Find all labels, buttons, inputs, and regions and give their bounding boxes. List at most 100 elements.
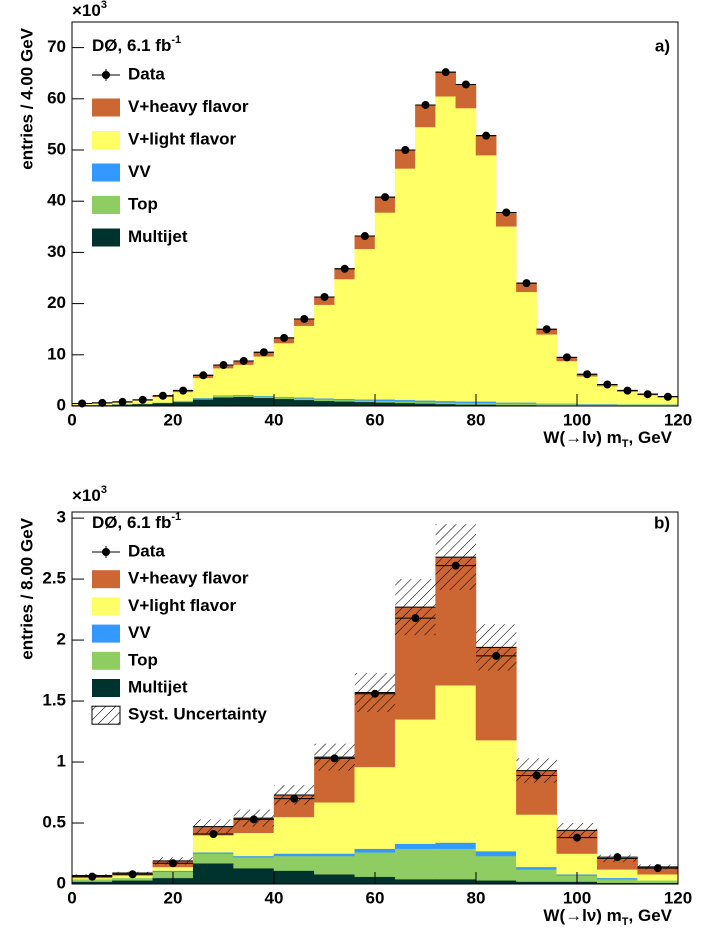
stack-bar [354, 848, 396, 853]
stack-bar [213, 397, 234, 407]
stack-bar [233, 364, 255, 395]
legend-swatch [92, 651, 120, 670]
legend-label: VV [128, 162, 151, 181]
data-point [663, 392, 672, 401]
x-tick-label: 40 [265, 888, 284, 907]
data-point [492, 651, 501, 660]
stack-bar [192, 399, 214, 407]
y-tick-label: 2.5 [42, 569, 66, 588]
stack-bar [637, 880, 679, 884]
legend-data-marker [102, 548, 110, 556]
stack-bar [394, 719, 436, 845]
stack-bar [435, 684, 477, 843]
data-point [249, 815, 258, 824]
data-point [441, 68, 450, 77]
data-point [643, 390, 652, 399]
syst-band [193, 819, 234, 834]
x-axis-label-end: , GeV [629, 428, 673, 447]
stack-bar [374, 212, 396, 400]
data-point [179, 386, 188, 395]
stack-bar [213, 367, 234, 396]
data-point [118, 397, 127, 406]
stack-bar [112, 880, 154, 885]
y-multiplier: ×103 [72, 484, 107, 506]
data-point [138, 395, 147, 404]
x-axis-label-main: W(→lν) m [543, 428, 621, 447]
data-point [128, 870, 137, 879]
stack-bar [495, 226, 517, 403]
data-point [653, 864, 662, 873]
y-tick-label: 10 [47, 344, 66, 363]
stack-bar [354, 766, 396, 849]
data-point [330, 754, 339, 763]
data-point [290, 794, 299, 803]
legend-swatch [92, 228, 120, 247]
stack-bar [435, 842, 477, 849]
y-tick-label: 50 [47, 139, 66, 158]
x-axis-label: W(→lν) mT, GeV [543, 906, 672, 927]
syst-band [395, 579, 436, 636]
y-axis-label: entries / 8.00 GeV [17, 517, 36, 659]
stack-bar [314, 873, 356, 885]
x-tick-label: 80 [467, 888, 486, 907]
y-tick-label: 20 [47, 293, 66, 312]
data-point [542, 325, 551, 334]
data-point [623, 386, 632, 395]
panel-label: a) [655, 36, 670, 55]
stack-bar [233, 832, 275, 857]
annotation-sup: -1 [171, 511, 181, 523]
stack-bar [314, 304, 335, 399]
x-tick-label: 0 [67, 410, 76, 429]
legend-label: Top [128, 650, 158, 669]
stack-bar [253, 397, 275, 407]
data-point [532, 771, 541, 780]
y-tick-label: 2 [57, 630, 66, 649]
legend-label: V+heavy flavor [128, 97, 249, 116]
x-tick-label: 0 [67, 888, 76, 907]
stack-bar [435, 848, 477, 880]
syst-band [435, 524, 476, 591]
legend-label: V+heavy flavor [128, 569, 249, 588]
data-point [381, 193, 390, 202]
x-axis-label-main: W(→lν) m [543, 906, 621, 925]
legend-label: Syst. Uncertainty [128, 705, 267, 724]
stack-bar [556, 853, 598, 875]
stack-bar [233, 396, 255, 407]
annotation-main: DØ, 6.1 fb [92, 513, 171, 532]
y-multiplier-exp: 3 [101, 484, 107, 496]
legend-swatch [91, 705, 121, 725]
legend-label: Multijet [128, 227, 188, 246]
x-axis-label: W(→lν) mT, GeV [543, 428, 672, 449]
data-point [451, 561, 460, 570]
stack-bar [394, 848, 436, 880]
y-multiplier-base: ×10 [72, 486, 101, 505]
y-multiplier: ×103 [72, 0, 107, 20]
data-point [199, 371, 208, 380]
stack-bar [374, 402, 396, 407]
stack-bar [192, 377, 214, 399]
y-tick-label: 3 [57, 508, 66, 527]
stack-bar [273, 853, 315, 857]
syst-band [556, 823, 598, 838]
legend-label: Top [128, 194, 158, 213]
stack-bar [516, 866, 558, 870]
x-axis-label-sub: T [622, 916, 629, 928]
stack-bar [637, 873, 679, 881]
stack-bar [596, 878, 638, 884]
stack-bar [596, 385, 618, 405]
data-point [209, 829, 218, 838]
stack-bar [516, 291, 537, 403]
stack-bar [314, 802, 356, 854]
stack-bar [192, 863, 234, 885]
stack-bar [273, 870, 315, 885]
data-point [300, 314, 309, 323]
stack-bar [516, 869, 558, 882]
data-point [573, 833, 581, 842]
x-tick-label: 60 [366, 888, 385, 907]
stack-bar [334, 401, 356, 407]
x-axis-label-end: , GeV [629, 906, 673, 925]
stack-bar [314, 853, 356, 857]
y-tick-label: 1.5 [42, 691, 66, 710]
stack-bar [394, 168, 416, 401]
stack-bar [273, 816, 315, 854]
